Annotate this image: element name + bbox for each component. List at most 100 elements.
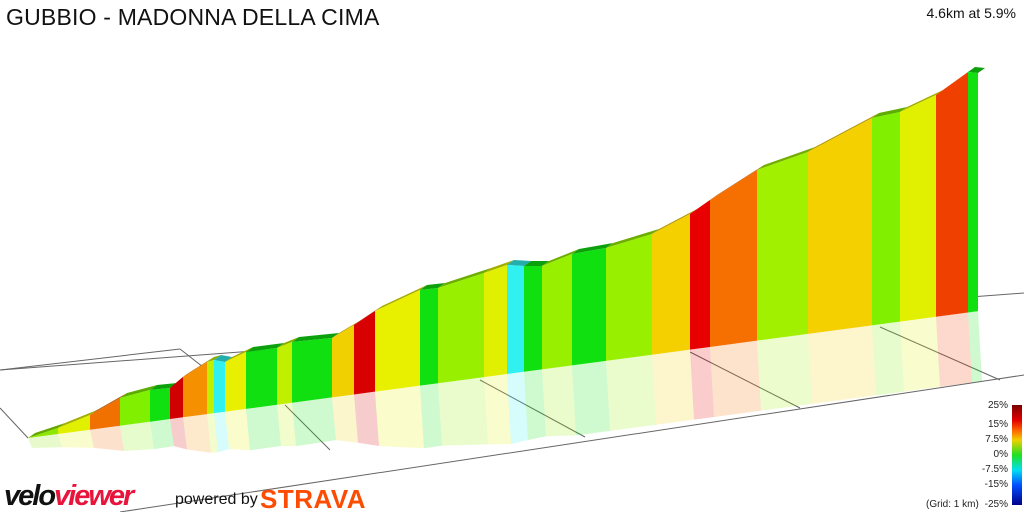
segment-reflection — [28, 433, 62, 448]
legend-label: 7.5% — [985, 434, 1008, 445]
profile-segment — [524, 266, 542, 372]
profile-segment — [277, 342, 292, 405]
segment-reflection — [170, 417, 187, 450]
segment-top — [968, 67, 985, 73]
segment-reflection — [652, 349, 694, 425]
profile-segment — [690, 200, 710, 350]
segment-top — [292, 333, 339, 342]
segment-reflection — [150, 419, 174, 450]
page-title: GUBBIO - MADONNA DELLA CIMA — [6, 4, 380, 30]
grid-line — [0, 348, 181, 371]
profile-segment — [332, 325, 354, 398]
segment-top — [484, 260, 514, 273]
profile-segment — [872, 112, 900, 326]
segment-reflection — [606, 354, 656, 431]
segment-reflection — [968, 311, 982, 383]
segment-reflection — [354, 391, 379, 447]
segment-reflection — [420, 383, 442, 449]
legend-label: 25% — [987, 400, 1008, 411]
segment-top — [277, 337, 299, 348]
grid-line — [479, 379, 586, 438]
profile-segment — [375, 290, 420, 392]
profile-segment — [484, 265, 507, 378]
segment-top — [438, 268, 491, 288]
segment-reflection — [808, 325, 876, 404]
climb-summary: 4.6km at 5.9% — [926, 5, 1017, 21]
segment-top — [872, 107, 907, 118]
segment-top — [652, 209, 697, 234]
segment-top — [606, 229, 659, 248]
segment-reflection — [58, 429, 94, 448]
segment-top — [524, 261, 549, 266]
segment-reflection — [120, 421, 154, 451]
legend-label: -15% — [984, 479, 1008, 490]
segment-reflection — [332, 394, 358, 443]
segment-reflection — [292, 397, 336, 447]
profile-segment — [354, 311, 375, 395]
segment-top — [207, 355, 221, 362]
segment-reflection — [524, 369, 546, 440]
segment-reflection — [90, 425, 124, 451]
segment-top — [710, 165, 764, 200]
legend-label: -7.5% — [981, 464, 1008, 475]
segment-reflection — [484, 374, 511, 445]
segment-top — [246, 343, 284, 352]
segment-reflection — [710, 340, 761, 417]
profile-segments — [28, 67, 985, 438]
segment-reflection — [872, 321, 904, 396]
profile-segment — [900, 95, 936, 322]
profile-segment — [936, 72, 968, 317]
profile-segment — [438, 273, 484, 384]
segment-reflection — [507, 371, 528, 445]
segment-top — [150, 383, 177, 390]
profile-segment — [420, 288, 438, 386]
profile-segment — [90, 398, 120, 430]
veloviewer-logo[interactable]: veloviewer — [4, 480, 134, 512]
profile-segment — [292, 338, 332, 403]
profile-segment — [58, 415, 90, 434]
profile-segment — [606, 234, 652, 361]
grid-line — [119, 374, 1024, 512]
profile-segment — [170, 377, 183, 420]
segment-top — [507, 260, 531, 266]
profile-segment — [652, 214, 690, 355]
legend-label: -25% — [984, 499, 1008, 510]
profile-segment — [542, 254, 572, 370]
logo-viewer: viewer — [54, 480, 134, 512]
segment-reflection — [246, 404, 281, 451]
gradient-legend-bar — [1012, 405, 1022, 505]
segment-reflection — [757, 333, 812, 411]
segment-reflection — [183, 414, 211, 453]
profile-segment — [246, 348, 277, 409]
profile-segment — [120, 390, 150, 426]
segment-reflection — [214, 411, 229, 453]
profile-segment — [507, 265, 524, 375]
segment-top — [28, 423, 65, 438]
profile-reflection — [28, 311, 982, 453]
segment-top — [542, 249, 579, 266]
segment-reflection — [277, 402, 296, 447]
grid-line — [689, 351, 801, 409]
segment-top — [375, 285, 427, 311]
segment-reflection — [936, 312, 972, 387]
segment-reflection — [690, 346, 714, 420]
strava-logo[interactable]: STRAVA — [260, 484, 367, 512]
profile-segment — [214, 360, 225, 414]
grid-line — [0, 407, 29, 439]
grid-note: (Grid: 1 km) — [926, 499, 979, 510]
legend-label: 15% — [987, 419, 1008, 430]
logo-velo: velo — [4, 480, 56, 512]
legend-label: 0% — [993, 449, 1008, 460]
segment-reflection — [542, 365, 576, 437]
segment-top — [90, 393, 127, 415]
segment-top — [757, 147, 815, 170]
segment-top — [225, 347, 253, 362]
profile-segment — [968, 72, 978, 313]
grid-line — [284, 404, 331, 451]
segment-top — [808, 113, 879, 152]
profile-segment — [28, 428, 58, 438]
segment-reflection — [207, 413, 218, 453]
profile-segment — [207, 360, 214, 415]
